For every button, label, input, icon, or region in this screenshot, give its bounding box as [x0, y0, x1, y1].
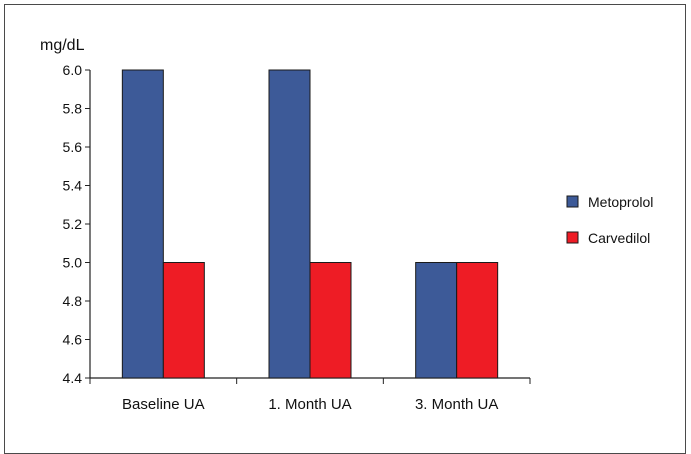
y-axis-label: mg/dL [40, 37, 85, 54]
legend-label-carvedilol: Carvedilol [588, 230, 650, 246]
x-tick-label: 1. Month UA [268, 396, 351, 413]
bar-metoprolol [268, 69, 311, 379]
y-tick-label: 5.8 [63, 101, 83, 117]
bar-carvedilol [309, 262, 352, 379]
bar-carvedilol [456, 262, 499, 379]
y-tick-label: 5.0 [63, 255, 83, 271]
legend-label-metoprolol: Metoprolol [588, 194, 653, 210]
y-tick-label: 4.6 [63, 332, 83, 348]
legend: Metoprolol Carvedilol [566, 194, 653, 246]
x-tick-label: 3. Month UA [415, 396, 498, 413]
y-tick-label: 5.2 [63, 216, 83, 232]
x-tick-label: Baseline UA [122, 396, 205, 413]
bar-metoprolol [121, 69, 164, 379]
y-tick-label: 6.0 [63, 62, 83, 78]
bar-carvedilol [162, 262, 205, 379]
bar-chart: mg/dL 6.0 5.8 5.6 5.4 5.2 5.0 4.8 4.6 4.4 Baseli… [40, 37, 653, 413]
legend-swatch-carvedilol [566, 231, 579, 244]
x-tick-labels: Baseline UA 1. Month UA 3. Month UA [122, 396, 498, 413]
bars [121, 69, 499, 379]
legend-swatch-metoprolol [566, 195, 579, 208]
y-tick-label: 5.4 [63, 178, 83, 194]
bar-metoprolol [415, 262, 458, 379]
y-ticks: 6.0 5.8 5.6 5.4 5.2 5.0 4.8 4.6 4.4 [63, 62, 90, 386]
y-tick-label: 4.8 [63, 293, 83, 309]
y-tick-label: 4.4 [63, 370, 83, 386]
y-tick-label: 5.6 [63, 139, 83, 155]
chart-frame [4, 4, 686, 454]
